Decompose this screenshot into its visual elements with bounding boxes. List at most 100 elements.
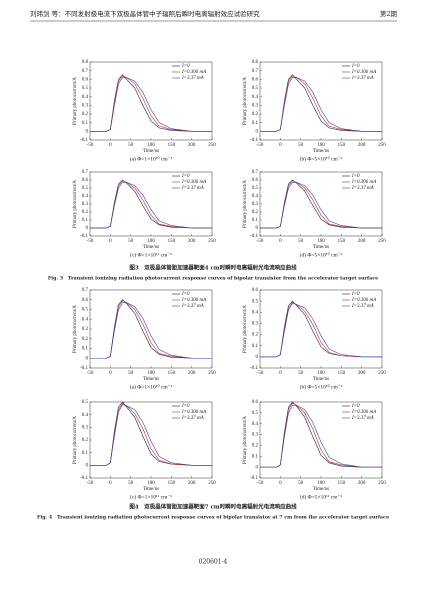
data-line — [260, 182, 382, 229]
y-tick-label: 0.5 — [82, 308, 89, 313]
panel-caption: (d) Φ=5×10¹¹ cm⁻² — [300, 493, 343, 500]
y-tick-label: 0.2 — [252, 210, 259, 215]
x-tick-label: 0 — [109, 481, 112, 486]
y-tick-label: 0.4 — [82, 317, 89, 322]
legend-label: I=0 — [181, 404, 190, 409]
x-tick-label: -50 — [87, 371, 94, 376]
y-tick-label: 0.5 — [252, 86, 259, 91]
legend-label: I=0 — [181, 64, 190, 69]
y-tick-label: 0.7 — [252, 69, 259, 74]
x-tick-label: 50 — [128, 143, 134, 148]
y-tick-label: 0 — [256, 129, 259, 134]
x-tick-label: 200 — [358, 239, 366, 244]
x-tick-label: 200 — [188, 239, 196, 244]
x-tick-label: 100 — [147, 239, 155, 244]
y-tick-label: 0.6 — [252, 288, 259, 293]
y-tick-label: 0.1 — [82, 121, 89, 126]
legend-label: I=3.37 mA — [351, 76, 375, 81]
x-tick-label: -50 — [257, 239, 264, 244]
x-tick-label: 200 — [358, 143, 366, 148]
figure-caption-cn: 图3 双极晶体管距加速器靶面4 cm时瞬时电离辐射光电流响应曲线 — [129, 264, 297, 272]
y-tick-label: 0.3 — [82, 327, 89, 332]
x-tick-label: 0 — [279, 239, 282, 244]
y-tick-label: 0.2 — [82, 112, 89, 117]
y-tick-label: 0.1 — [252, 121, 259, 126]
y-tick-label: 0.2 — [252, 112, 259, 117]
y-axis-label: Primary photocurrent/A — [73, 180, 78, 228]
legend-label: I=3.37 mA — [181, 304, 205, 309]
x-tick-label: 0 — [279, 481, 282, 486]
y-tick-label: 0.2 — [82, 438, 89, 443]
legend-label: I=0 — [351, 292, 360, 297]
panel-caption: (c) Φ=1×10¹¹ cm⁻² — [130, 493, 172, 500]
panel-caption: (b) Φ=5×10¹⁰ cm⁻² — [300, 383, 343, 390]
y-tick-label: 0.1 — [252, 344, 259, 349]
y-tick-label: -0.1 — [80, 476, 88, 481]
legend-label: I=0.306 mA — [181, 180, 207, 185]
y-tick-label: 0.3 — [82, 425, 89, 430]
y-tick-label: 0.3 — [82, 103, 89, 108]
y-tick-label: 0.5 — [82, 186, 89, 191]
legend-label: I=0.306 mA — [181, 298, 207, 303]
y-axis-label: Primary photocurrent/A — [243, 180, 248, 228]
x-tick-label: 150 — [168, 143, 176, 148]
x-tick-label: -50 — [87, 239, 94, 244]
y-tick-label: 0.3 — [252, 103, 259, 108]
x-axis-label: Time/ns — [143, 149, 159, 154]
data-line — [260, 404, 382, 468]
x-tick-label: 0 — [109, 239, 112, 244]
legend-label: I=0 — [351, 174, 360, 179]
panel-caption: (a) Φ=1×10¹⁰ cm⁻² — [130, 155, 173, 162]
y-tick-label: 0.2 — [82, 337, 89, 342]
y-tick-label: -0.1 — [250, 234, 258, 239]
page-number: 020601-4 — [199, 559, 228, 566]
y-tick-label: 0.3 — [252, 322, 259, 327]
x-tick-label: 100 — [147, 371, 155, 376]
data-line — [90, 77, 212, 132]
x-tick-label: 250 — [208, 143, 216, 148]
legend-label: I=0.306 mA — [351, 298, 377, 303]
y-tick-label: 0.3 — [82, 202, 89, 207]
legend-label: I=0.306 mA — [351, 410, 377, 415]
y-tick-label: -0.1 — [250, 476, 258, 481]
y-tick-label: -0.1 — [80, 138, 88, 143]
x-tick-label: 250 — [208, 239, 216, 244]
x-tick-label: 50 — [128, 371, 134, 376]
y-tick-label: 0.4 — [252, 194, 259, 199]
x-tick-label: -50 — [257, 371, 264, 376]
y-tick-label: 0 — [256, 465, 259, 470]
x-tick-label: 50 — [128, 481, 134, 486]
y-tick-label: 0.4 — [82, 194, 89, 199]
legend-label: I=3.37 mA — [351, 186, 375, 191]
y-tick-label: 0.3 — [252, 202, 259, 207]
panel-caption: (a) Φ=1×10¹⁰ cm⁻² — [130, 383, 173, 390]
y-tick-label: 0.6 — [82, 298, 89, 303]
x-axis-label: Time/ns — [143, 245, 159, 250]
y-tick-label: 0.1 — [82, 451, 89, 456]
x-tick-label: 50 — [298, 481, 304, 486]
panel-caption: (d) Φ=5×10¹⁰ cm⁻² — [300, 251, 343, 258]
y-tick-label: 0 — [256, 355, 259, 360]
figure-caption-cn: 图4 双极晶体管距加速器靶面7 cm时瞬时电离辐射光电流响应曲线 — [129, 503, 297, 511]
y-tick-label: 0.1 — [252, 218, 259, 223]
data-line — [90, 404, 212, 466]
x-tick-label: 100 — [317, 371, 325, 376]
y-tick-label: 0.8 — [252, 60, 259, 65]
x-tick-label: 150 — [168, 371, 176, 376]
x-tick-label: 200 — [188, 481, 196, 486]
y-tick-label: 0.6 — [252, 400, 259, 405]
legend-label: I=3.37 mA — [181, 416, 205, 421]
x-tick-label: 0 — [279, 371, 282, 376]
figure-caption-en: Fig. 4 Transient ionizing radiation phot… — [37, 515, 389, 521]
legend-label: I=0 — [181, 292, 190, 297]
y-tick-label: 0.4 — [82, 95, 89, 100]
y-tick-label: 0.5 — [252, 186, 259, 191]
x-tick-label: 250 — [378, 371, 386, 376]
running-header: 刘玮剑 等：不同发射极电流下双极晶体管中子辐照后瞬时电离辐射效应试验研究 — [30, 9, 260, 18]
y-tick-label: 0.4 — [82, 413, 89, 418]
x-tick-label: 150 — [168, 239, 176, 244]
y-tick-label: 0.4 — [252, 310, 259, 315]
y-tick-label: 0.1 — [82, 218, 89, 223]
y-tick-label: 0.2 — [82, 210, 89, 215]
y-tick-label: 0.4 — [252, 95, 259, 100]
